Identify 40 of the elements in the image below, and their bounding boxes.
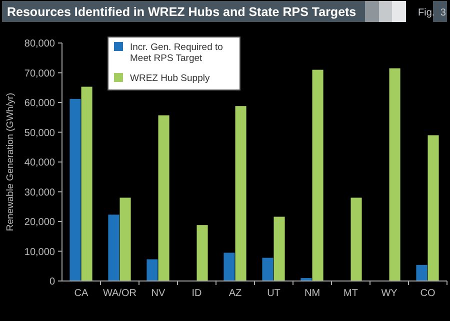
bar — [146, 259, 158, 281]
x-tick-label: NV — [151, 288, 166, 299]
x-tick-label: UT — [267, 288, 280, 299]
chart-title: Resources Identified in WREZ Hubs and State RPS Targets — [7, 5, 356, 19]
bar — [70, 98, 81, 281]
legend-label: WREZ Hub Supply — [130, 73, 210, 84]
bar — [350, 198, 362, 281]
bar — [108, 214, 120, 281]
y-axis-title: Renewable Generation (GWh/yr) — [5, 92, 16, 232]
y-tick-label: 0 — [49, 276, 56, 288]
caption: Fig. 3 — [418, 8, 446, 18]
bar — [262, 258, 274, 281]
bar — [235, 106, 246, 281]
x-tick-label: NM — [304, 288, 320, 299]
y-tick-label: 80,000 — [24, 38, 56, 50]
y-tick-label: 10,000 — [24, 246, 56, 258]
bar — [312, 70, 324, 281]
bar — [81, 86, 92, 281]
y-tick-label: 70,000 — [24, 68, 56, 80]
x-tick-label: MT — [344, 288, 358, 299]
bar — [158, 115, 170, 281]
bar — [428, 135, 439, 281]
bar — [120, 198, 131, 281]
x-tick-label: WA/OR — [102, 288, 137, 299]
y-tick-label: 30,000 — [24, 187, 56, 198]
x-tick-label: CO — [420, 288, 436, 299]
y-tick-label: 60,000 — [24, 98, 56, 109]
y-tick-label: 20,000 — [24, 217, 56, 228]
legend-label: Incr. Gen. Required to Meet RPS Target — [130, 42, 223, 64]
bar — [416, 264, 428, 281]
bar — [224, 252, 235, 281]
bar — [389, 68, 400, 281]
bar — [196, 225, 208, 281]
y-tick-label: 50,000 — [24, 128, 56, 139]
x-tick-label: CA — [74, 288, 89, 299]
x-tick-label: AZ — [228, 288, 242, 299]
x-tick-label: ID — [192, 288, 202, 299]
y-tick-label: 40,000 — [24, 158, 56, 168]
x-tick-label: WY — [381, 288, 398, 299]
bar — [274, 216, 285, 281]
